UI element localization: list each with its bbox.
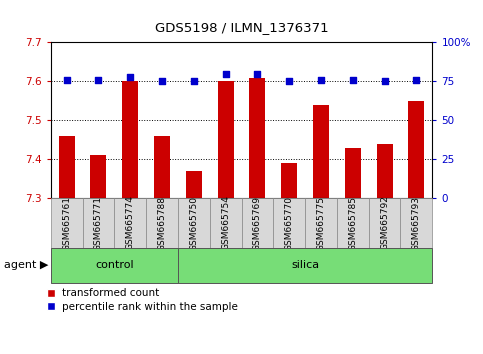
Bar [400,198,432,248]
Bar [154,136,170,198]
Bar [178,248,432,283]
Bar [218,81,234,198]
Bar [242,198,273,248]
Point [127,74,134,80]
Bar [186,171,202,198]
Bar [83,198,114,248]
Text: control: control [95,261,134,270]
Point [349,77,356,83]
Point [63,77,71,83]
Point [158,79,166,84]
Text: GDS5198 / ILMN_1376371: GDS5198 / ILMN_1376371 [155,21,328,34]
Text: GSM665792: GSM665792 [380,195,389,251]
Text: silica: silica [291,261,319,270]
Text: GSM665750: GSM665750 [189,195,199,251]
Point [381,79,388,84]
Text: GSM665775: GSM665775 [316,195,326,251]
Text: GSM665793: GSM665793 [412,195,421,251]
Bar [345,148,361,198]
Bar [210,198,242,248]
Bar [122,81,138,198]
Bar [146,198,178,248]
Bar [409,101,425,198]
Bar [377,144,393,198]
Bar [178,198,210,248]
Text: GSM665770: GSM665770 [284,195,294,251]
Bar [51,198,83,248]
Point [95,77,102,83]
Bar [281,163,297,198]
Text: GSM665761: GSM665761 [62,195,71,251]
Text: GSM665771: GSM665771 [94,195,103,251]
Bar [58,136,74,198]
Bar [313,105,329,198]
Bar [369,198,400,248]
Point [222,71,229,76]
Text: GSM665769: GSM665769 [253,195,262,251]
Bar [273,198,305,248]
Text: agent ▶: agent ▶ [4,261,48,270]
Point [190,79,198,84]
Text: GSM665788: GSM665788 [157,195,167,251]
Text: GSM665785: GSM665785 [348,195,357,251]
Point [412,77,420,83]
Bar [114,198,146,248]
Bar [249,78,265,198]
Bar [90,155,106,198]
Point [317,77,325,83]
Bar [337,198,369,248]
Point [254,71,261,76]
Text: GSM665754: GSM665754 [221,195,230,251]
Bar [305,198,337,248]
Bar [51,248,178,283]
Legend: transformed count, percentile rank within the sample: transformed count, percentile rank withi… [46,289,238,312]
Text: GSM665774: GSM665774 [126,195,135,251]
Point [285,79,293,84]
